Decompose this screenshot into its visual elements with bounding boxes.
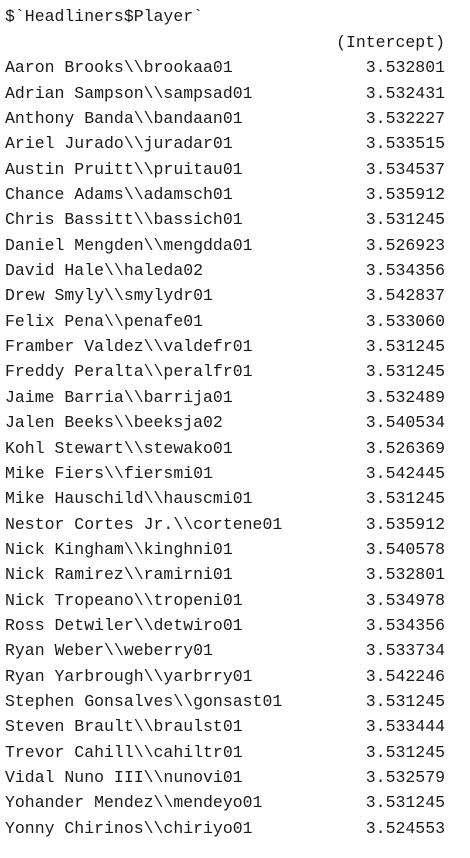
table-row: Austin Pruitt\\pruitau01 3.534537 xyxy=(5,157,445,182)
row-label: Kohl Stewart\\stewako01 xyxy=(5,438,233,458)
row-label: Jaime Barria\\barrija01 xyxy=(5,387,233,407)
row-value: 3.542246 xyxy=(365,666,445,686)
table-row: Ryan Yarbrough\\yarbrry01 3.542246 xyxy=(5,664,445,689)
table-row: Ross Detwiler\\detwiro01 3.534356 xyxy=(5,613,445,638)
table-row: Chance Adams\\adamsch01 3.535912 xyxy=(5,182,445,207)
console-output: $`Headliners$Player` (Intercept) Aaron B… xyxy=(5,4,445,841)
row-label: Yohander Mendez\\mendeyo01 xyxy=(5,793,263,813)
row-value: 3.532489 xyxy=(365,387,445,407)
row-value: 3.532227 xyxy=(365,109,445,129)
row-value: 3.540578 xyxy=(365,539,445,559)
row-label: Felix Pena\\penafe01 xyxy=(5,311,204,331)
table-row: Nick Kingham\\kinghni01 3.540578 xyxy=(5,537,445,562)
table-row: Mike Fiers\\fiersmi01 3.542445 xyxy=(5,461,445,486)
row-value: 3.535912 xyxy=(365,185,445,205)
row-value: 3.533444 xyxy=(365,717,445,737)
table-row: Trevor Cahill\\cahiltr01 3.531245 xyxy=(5,740,445,765)
table-row: Nestor Cortes Jr.\\cortene01 3.535912 xyxy=(5,512,445,537)
table-row: Anthony Banda\\bandaan01 3.532227 xyxy=(5,106,445,131)
table-row: Stephen Gonsalves\\gonsast01 3.531245 xyxy=(5,689,445,714)
row-value: 3.531245 xyxy=(365,210,445,230)
table-row: Steven Brault\\braulst01 3.533444 xyxy=(5,714,445,739)
row-value: 3.532801 xyxy=(365,58,445,78)
row-label: Ross Detwiler\\detwiro01 xyxy=(5,615,243,635)
row-value: 3.531245 xyxy=(365,362,445,382)
row-value: 3.534978 xyxy=(365,590,445,610)
table-row: Kohl Stewart\\stewako01 3.526369 xyxy=(5,436,445,461)
table-row: Vidal Nuno III\\nunovi01 3.532579 xyxy=(5,765,445,790)
row-value: 3.542445 xyxy=(365,463,445,483)
row-label: Mike Hauschild\\hauscmi01 xyxy=(5,489,253,509)
row-value: 3.531245 xyxy=(365,793,445,813)
row-value: 3.533060 xyxy=(365,311,445,331)
table-row: Felix Pena\\penafe01 3.533060 xyxy=(5,309,445,334)
table-row: Mike Hauschild\\hauscmi01 3.531245 xyxy=(5,486,445,511)
row-label: Chance Adams\\adamsch01 xyxy=(5,185,233,205)
row-label: Nick Ramirez\\ramirni01 xyxy=(5,565,233,585)
row-label: Adrian Sampson\\sampsad01 xyxy=(5,83,253,103)
data-rows: Aaron Brooks\\brookaa01 3.532801 Adrian Sa… xyxy=(5,55,445,841)
row-label: Jalen Beeks\\beeksja02 xyxy=(5,413,223,433)
row-value: 3.531245 xyxy=(365,742,445,762)
table-row: Yohander Mendez\\mendeyo01 3.531245 xyxy=(5,790,445,815)
row-value: 3.524553 xyxy=(365,818,445,838)
row-value: 3.534537 xyxy=(365,159,445,179)
table-row: David Hale\\haleda02 3.534356 xyxy=(5,258,445,283)
row-value: 3.533515 xyxy=(365,134,445,154)
list-element-name-text: $`Headliners$Player` xyxy=(5,7,204,26)
row-label: Vidal Nuno III\\nunovi01 xyxy=(5,767,243,787)
row-label: Trevor Cahill\\cahiltr01 xyxy=(5,742,243,762)
row-label: Anthony Banda\\bandaan01 xyxy=(5,109,243,129)
row-label: Daniel Mengden\\mengdda01 xyxy=(5,235,253,255)
row-value: 3.531245 xyxy=(365,691,445,711)
row-label: Mike Fiers\\fiersmi01 xyxy=(5,463,213,483)
column-header-row: (Intercept) xyxy=(5,30,445,55)
row-value: 3.526923 xyxy=(365,235,445,255)
row-label: Austin Pruitt\\pruitau01 xyxy=(5,159,243,179)
row-label: Drew Smyly\\smylydr01 xyxy=(5,286,213,306)
column-header-intercept: (Intercept) xyxy=(336,33,445,52)
row-value: 3.542837 xyxy=(365,286,445,306)
table-row: Freddy Peralta\\peralfr01 3.531245 xyxy=(5,359,445,384)
table-row: Drew Smyly\\smylydr01 3.542837 xyxy=(5,283,445,308)
row-label: Nestor Cortes Jr.\\cortene01 xyxy=(5,514,283,534)
table-row: Chris Bassitt\\bassich01 3.531245 xyxy=(5,207,445,232)
table-row: Adrian Sampson\\sampsad01 3.532431 xyxy=(5,81,445,106)
row-value: 3.534356 xyxy=(365,615,445,635)
row-label: Steven Brault\\braulst01 xyxy=(5,717,243,737)
row-label: Ariel Jurado\\juradar01 xyxy=(5,134,233,154)
row-label: Freddy Peralta\\peralfr01 xyxy=(5,362,253,382)
row-label: Aaron Brooks\\brookaa01 xyxy=(5,58,233,78)
row-value: 3.526369 xyxy=(365,438,445,458)
row-value: 3.531245 xyxy=(365,337,445,357)
row-value: 3.531245 xyxy=(365,489,445,509)
table-row: Aaron Brooks\\brookaa01 3.532801 xyxy=(5,55,445,80)
table-row: Nick Ramirez\\ramirni01 3.532801 xyxy=(5,562,445,587)
row-value: 3.534356 xyxy=(365,261,445,281)
list-element-name: $`Headliners$Player` xyxy=(5,4,445,30)
table-row: Ariel Jurado\\juradar01 3.533515 xyxy=(5,131,445,156)
row-value: 3.540534 xyxy=(365,413,445,433)
table-row: Daniel Mengden\\mengdda01 3.526923 xyxy=(5,233,445,258)
table-row: Jalen Beeks\\beeksja02 3.540534 xyxy=(5,410,445,435)
row-label: Ryan Weber\\weberry01 xyxy=(5,641,213,661)
row-label: Nick Tropeano\\tropeni01 xyxy=(5,590,243,610)
row-label: Chris Bassitt\\bassich01 xyxy=(5,210,243,230)
row-label: Ryan Yarbrough\\yarbrry01 xyxy=(5,666,253,686)
table-row: Nick Tropeano\\tropeni01 3.534978 xyxy=(5,588,445,613)
table-row: Ryan Weber\\weberry01 3.533734 xyxy=(5,638,445,663)
row-label: David Hale\\haleda02 xyxy=(5,261,204,281)
row-label: Nick Kingham\\kinghni01 xyxy=(5,539,233,559)
row-value: 3.532431 xyxy=(365,83,445,103)
table-row: Yonny Chirinos\\chiriyo01 3.524553 xyxy=(5,816,445,841)
row-value: 3.533734 xyxy=(365,641,445,661)
row-value: 3.532579 xyxy=(365,767,445,787)
row-label: Stephen Gonsalves\\gonsast01 xyxy=(5,691,283,711)
row-label: Framber Valdez\\valdefr01 xyxy=(5,337,253,357)
row-value: 3.532801 xyxy=(365,565,445,585)
row-value: 3.535912 xyxy=(365,514,445,534)
table-row: Jaime Barria\\barrija01 3.532489 xyxy=(5,385,445,410)
table-row: Framber Valdez\\valdefr01 3.531245 xyxy=(5,334,445,359)
row-label: Yonny Chirinos\\chiriyo01 xyxy=(5,818,253,838)
